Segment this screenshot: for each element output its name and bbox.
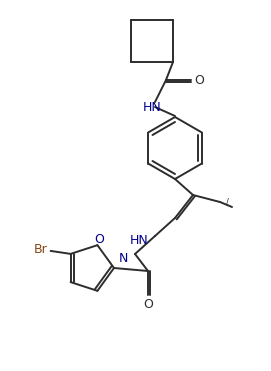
Text: HN: HN <box>129 233 148 246</box>
Text: N: N <box>119 252 128 265</box>
Text: O: O <box>143 298 153 311</box>
Text: O: O <box>95 233 104 246</box>
Text: O: O <box>194 73 204 86</box>
Text: HN: HN <box>143 101 161 114</box>
Text: Br: Br <box>34 243 47 256</box>
Text: /: / <box>225 197 228 207</box>
